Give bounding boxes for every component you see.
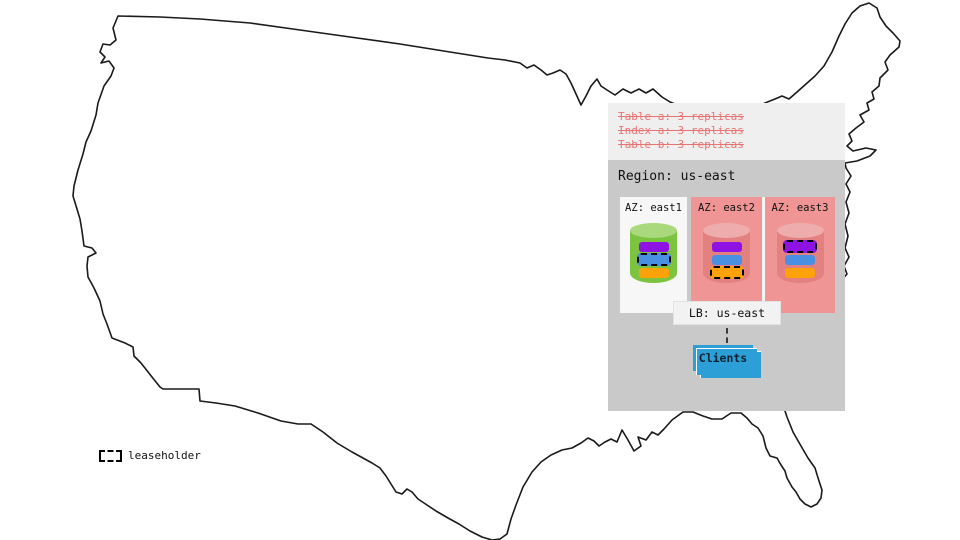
az-label: AZ: east3: [771, 202, 829, 214]
zone-config-line: Table a: 3 replicas: [618, 110, 744, 123]
blue-replica: [785, 255, 815, 265]
purple-replica: [638, 242, 669, 252]
lb-clients-connector: [726, 328, 728, 343]
az-box-east1: AZ: east1: [620, 197, 687, 313]
zone-config-line: Table b: 3 replicas: [618, 138, 744, 151]
orange-replica: [638, 268, 669, 278]
zone-config-line: Index a: 3 replicas: [618, 124, 744, 137]
cylinder-top: [776, 223, 824, 238]
cylinder-top: [703, 223, 750, 238]
purple-replica: [711, 242, 742, 252]
database-cylinder: [703, 223, 750, 289]
cylinder-top: [630, 223, 677, 238]
az-label: AZ: east2: [698, 202, 755, 214]
az-box-east3: AZ: east3: [765, 197, 835, 313]
replica-bars: [630, 239, 677, 278]
replica-bars: [703, 239, 750, 279]
database-cylinder: [776, 223, 824, 289]
region-panel: Region: us-east AZ: east1 AZ: east2 AZ: …: [608, 160, 845, 411]
blue-replica-leaseholder: [636, 253, 671, 266]
region-title: Region: us-east: [618, 169, 736, 184]
database-cylinder: [630, 223, 677, 289]
clients-box: Clients: [693, 345, 761, 378]
leaseholder-swatch: [99, 450, 122, 462]
orange-replica: [785, 268, 815, 278]
az-divider: [762, 197, 765, 313]
orange-replica-leaseholder: [709, 266, 744, 279]
purple-replica-leaseholder: [783, 240, 817, 253]
az-label: AZ: east1: [625, 202, 682, 214]
load-balancer-box: LB: us-east: [673, 301, 781, 325]
leaseholder-label: leaseholder: [128, 449, 201, 462]
blue-replica: [711, 255, 742, 265]
az-box-east2: AZ: east2: [691, 197, 762, 313]
zone-config-panel: Table a: 3 replicas Index a: 3 replicas …: [608, 103, 845, 160]
replica-bars: [777, 239, 824, 278]
